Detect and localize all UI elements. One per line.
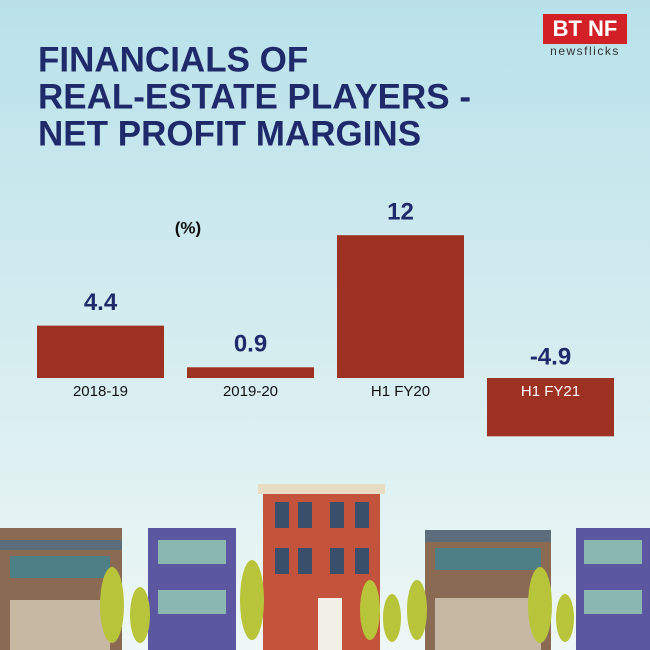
title-line: NET PROFIT MARGINS — [38, 114, 421, 153]
category-label: 2018-19 — [73, 383, 128, 400]
bar — [337, 235, 464, 378]
title-line: REAL-ESTATE PLAYERS - — [38, 77, 471, 116]
logo-mark: BT NF — [553, 16, 618, 41]
category-label: 2019-20 — [223, 383, 278, 400]
category-label: H1 FY21 — [521, 383, 580, 400]
logo: BT NF newsflicks — [543, 14, 627, 58]
value-label: 4.4 — [84, 289, 118, 316]
logo-tagline: newsflicks — [550, 44, 620, 58]
bar — [37, 325, 164, 378]
bar — [487, 378, 614, 437]
unit-label: (%) — [175, 218, 201, 237]
title-line: FINANCIALS OF — [38, 40, 308, 79]
value-label: -4.9 — [530, 343, 571, 370]
value-label: 12 — [387, 199, 414, 226]
value-label: 0.9 — [234, 331, 267, 358]
bar — [187, 367, 314, 378]
city-skyline — [0, 484, 650, 650]
category-label: H1 FY20 — [371, 383, 430, 400]
